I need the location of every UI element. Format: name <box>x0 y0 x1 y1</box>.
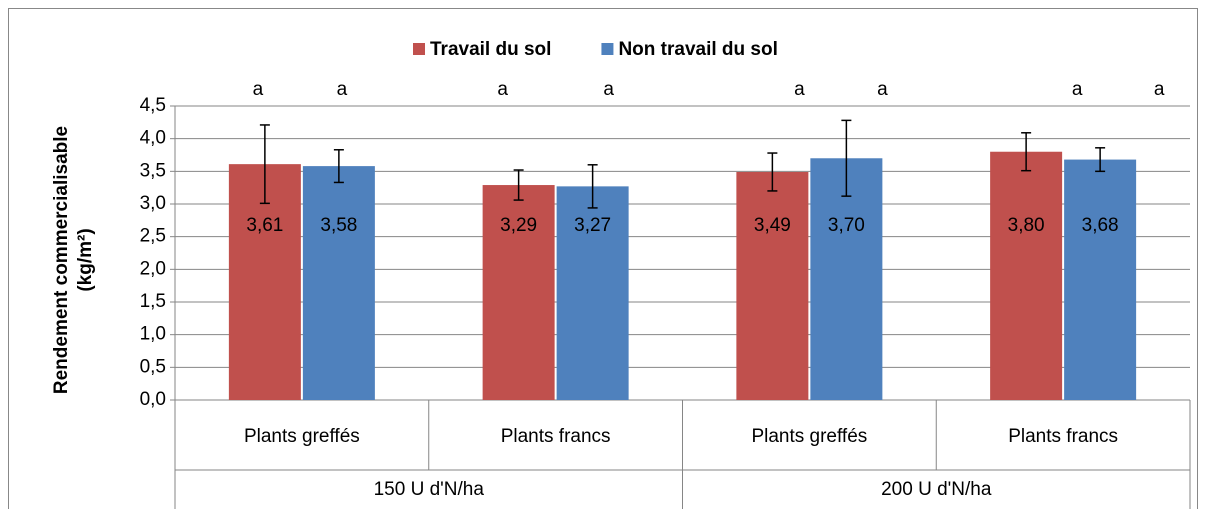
y-tick-label: 0,0 <box>140 389 166 410</box>
bar <box>736 171 809 400</box>
x-tick-label: Plants greffés <box>751 426 867 447</box>
y-tick-label: 4,5 <box>140 95 166 116</box>
bar <box>1064 159 1137 400</box>
data-label: 3,58 <box>320 215 357 236</box>
y-tick-label: 3,0 <box>140 193 166 214</box>
group-label: 150 U d'N/ha <box>374 479 485 500</box>
data-label: 3,68 <box>1082 215 1119 236</box>
y-axis-title: (kg/m²) <box>75 228 96 291</box>
x-tick-label: Plants francs <box>1008 426 1118 447</box>
data-label: 3,80 <box>1008 215 1045 236</box>
bar <box>556 186 629 400</box>
legend-swatch <box>413 43 425 55</box>
y-tick-label: 1,5 <box>140 291 166 312</box>
significance-letter: a <box>1072 79 1083 100</box>
x-tick-label: Plants greffés <box>244 426 360 447</box>
x-tick-label: Plants francs <box>501 426 611 447</box>
y-axis-title: Rendement commercialisable <box>51 126 72 394</box>
data-label: 3,27 <box>574 215 611 236</box>
legend-label: Travail du sol <box>430 39 551 60</box>
y-tick-label: 2,5 <box>140 226 166 247</box>
legend-swatch <box>601 43 614 55</box>
significance-letter: a <box>794 79 805 100</box>
legend-label: Non travail du sol <box>618 39 777 60</box>
data-label: 3,61 <box>246 215 283 236</box>
y-tick-label: 4,0 <box>140 128 166 149</box>
data-label: 3,70 <box>828 215 865 236</box>
data-label: 3,49 <box>754 215 791 236</box>
significance-letter: a <box>877 79 888 100</box>
significance-letter: a <box>253 79 264 100</box>
bar <box>810 158 883 400</box>
bar <box>482 185 555 400</box>
significance-letter: a <box>1154 79 1165 100</box>
bar <box>302 166 375 400</box>
significance-letter: a <box>603 79 614 100</box>
y-tick-label: 3,5 <box>140 160 166 181</box>
y-tick-label: 2,0 <box>140 258 166 279</box>
significance-letter: a <box>497 79 508 100</box>
y-tick-label: 1,0 <box>140 324 166 345</box>
significance-letter: a <box>337 79 348 100</box>
bar <box>990 151 1063 400</box>
data-label: 3,29 <box>500 215 537 236</box>
group-label: 200 U d'N/ha <box>881 479 992 500</box>
y-tick-label: 0,5 <box>140 356 166 377</box>
